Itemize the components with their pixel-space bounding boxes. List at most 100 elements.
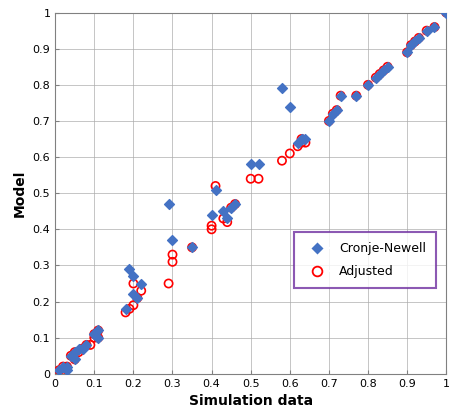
Point xyxy=(403,49,410,56)
Point xyxy=(126,266,133,273)
Y-axis label: Model: Model xyxy=(13,170,27,217)
Point xyxy=(364,81,371,88)
Point xyxy=(168,251,176,258)
Point xyxy=(293,139,301,146)
Point xyxy=(63,363,71,370)
Point xyxy=(414,34,422,41)
Point xyxy=(219,208,227,215)
Point xyxy=(297,139,305,146)
Point xyxy=(207,226,215,233)
Point xyxy=(364,81,371,88)
Point xyxy=(79,345,86,352)
Point xyxy=(371,74,379,81)
Point xyxy=(75,349,82,355)
Point xyxy=(285,103,293,110)
Point xyxy=(227,204,235,211)
Point xyxy=(67,352,74,359)
Point xyxy=(188,244,196,251)
Point xyxy=(332,107,340,113)
Point xyxy=(90,331,98,337)
Point xyxy=(414,34,422,41)
Point xyxy=(301,139,308,146)
Legend: Cronje-Newell, Adjusted: Cronje-Newell, Adjusted xyxy=(293,232,435,288)
Point xyxy=(188,244,196,251)
Point xyxy=(383,63,390,70)
Point xyxy=(410,38,418,45)
Point xyxy=(430,24,437,30)
Point xyxy=(95,334,102,341)
Point xyxy=(122,309,129,316)
Point xyxy=(442,9,449,16)
Point xyxy=(246,176,254,182)
Point xyxy=(442,9,449,16)
Point xyxy=(71,349,78,355)
Point xyxy=(352,92,359,99)
Point xyxy=(55,367,62,373)
Point xyxy=(422,27,430,34)
Point xyxy=(90,334,98,341)
Point xyxy=(133,294,140,301)
Point xyxy=(63,367,71,373)
Point xyxy=(297,136,305,142)
Point xyxy=(133,294,140,301)
X-axis label: Simulation data: Simulation data xyxy=(188,394,312,408)
Point xyxy=(59,363,67,370)
Point xyxy=(122,305,129,312)
Point xyxy=(246,161,254,168)
Point xyxy=(75,345,82,352)
Point xyxy=(223,215,230,222)
Point xyxy=(403,49,410,56)
Point xyxy=(352,92,359,99)
Point xyxy=(211,186,219,193)
Point xyxy=(95,327,102,334)
Point xyxy=(83,341,90,348)
Point xyxy=(254,176,262,182)
Point xyxy=(137,280,145,287)
Point xyxy=(67,352,74,359)
Point xyxy=(71,356,78,363)
Point xyxy=(336,92,343,99)
Point xyxy=(371,74,379,81)
Point xyxy=(231,201,238,207)
Point xyxy=(410,38,418,45)
Point xyxy=(297,136,305,142)
Point xyxy=(59,363,67,370)
Point xyxy=(223,219,230,226)
Point xyxy=(227,204,235,211)
Point xyxy=(297,136,305,142)
Point xyxy=(86,341,94,348)
Point xyxy=(379,67,386,74)
Point xyxy=(375,71,383,77)
Point xyxy=(207,222,215,229)
Point xyxy=(332,107,340,113)
Point xyxy=(165,201,172,207)
Point xyxy=(211,183,219,189)
Point xyxy=(329,110,336,117)
Point xyxy=(254,161,262,168)
Point xyxy=(95,327,102,334)
Point xyxy=(293,143,301,150)
Point xyxy=(379,67,386,74)
Point xyxy=(278,158,285,164)
Point xyxy=(55,367,62,373)
Point xyxy=(79,345,86,352)
Point xyxy=(219,215,227,222)
Point xyxy=(63,363,71,370)
Point xyxy=(329,110,336,117)
Point xyxy=(129,302,137,309)
Point xyxy=(129,273,137,280)
Point xyxy=(71,356,78,363)
Point xyxy=(71,349,78,355)
Point xyxy=(83,341,90,348)
Point xyxy=(422,27,430,34)
Point xyxy=(126,305,133,312)
Point xyxy=(165,280,172,287)
Point xyxy=(95,334,102,341)
Point xyxy=(375,71,383,77)
Point xyxy=(285,150,293,157)
Point xyxy=(129,280,137,287)
Point xyxy=(231,201,238,207)
Point xyxy=(168,258,176,265)
Point xyxy=(278,85,285,92)
Point xyxy=(59,367,67,373)
